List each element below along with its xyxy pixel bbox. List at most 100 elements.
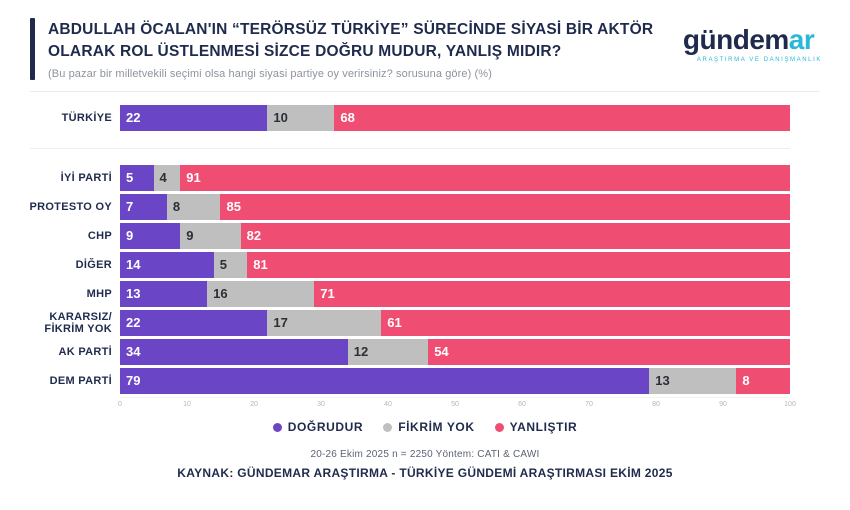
bar-value-label: 5 — [219, 257, 228, 273]
page-title-line1: ABDULLAH ÖCALAN'IN “TERÖRSÜZ TÜRKİYE” SÜ… — [48, 21, 654, 38]
legend-label: DOĞRUDUR — [287, 420, 364, 435]
legend-dot-icon — [383, 422, 393, 432]
legend-dot-icon — [272, 422, 282, 432]
chart-row: KARARSIZ/ FİKRİM YOK 22 17 61 — [18, 310, 790, 337]
legend-label: YANLIŞTIR — [509, 420, 578, 435]
bar-segment: 13 — [120, 281, 208, 308]
chart-row: DİĞER 14 5 81 — [18, 252, 790, 279]
methodology-note: 20-26 Ekim 2025 n = 2250 Yöntem: CATI & … — [310, 449, 540, 461]
legend-item: YANLIŞTIR — [494, 420, 578, 435]
bar-value-label: 9 — [126, 228, 134, 244]
logo-part-ar: ar — [788, 24, 815, 55]
page-title: ABDULLAH ÖCALAN'IN “TERÖRSÜZ TÜRKİYE” SÜ… — [48, 19, 671, 62]
logo-tagline: ARAŞTIRMA VE DANIŞMANLIK — [696, 57, 822, 63]
x-tick-label: 0 — [118, 401, 122, 409]
x-tick-label: 60 — [518, 401, 526, 409]
bar-value-label: 8 — [172, 199, 181, 215]
x-tick-label: 30 — [317, 401, 325, 409]
header: ABDULLAH ÖCALAN'IN “TERÖRSÜZ TÜRKİYE” SÜ… — [0, 0, 850, 81]
bar-value-label: 14 — [126, 257, 141, 273]
bar-segment: 68 — [334, 105, 790, 132]
bar-value-label: 4 — [159, 170, 167, 186]
bar-value-label: 17 — [273, 315, 288, 331]
bar-segment: 5 — [120, 165, 154, 192]
chart-row: TÜRKİYE 22 10 68 — [18, 105, 790, 132]
bar-segment: 17 — [267, 310, 382, 337]
chart-row: MHP 13 16 71 — [18, 281, 790, 308]
category-label: KARARSIZ/ FİKRİM YOK — [44, 310, 112, 336]
x-tick-label: 50 — [451, 401, 459, 409]
category-label: DEM PARTİ — [49, 375, 112, 388]
bar-segment: 5 — [213, 252, 248, 279]
bar-value-label: 8 — [742, 373, 750, 389]
gundemar-logo: gündemar ARAŞTIRMA VE DANIŞMANLIK — [682, 18, 822, 64]
bar-value-label: 54 — [434, 344, 449, 360]
stacked-bar: 13 16 71 — [120, 281, 790, 308]
stacked-bar: 14 5 81 — [120, 252, 790, 279]
category-label: AK PARTİ — [58, 346, 112, 359]
x-tick-label: 20 — [250, 401, 258, 409]
page-title-line2: OLARAK ROL ÜSTLENMESİ SİZCE DOĞRU MUDUR,… — [48, 42, 562, 60]
legend-dot-icon — [494, 422, 504, 432]
bar-value-label: 91 — [186, 170, 201, 186]
stacked-bar: 7 8 85 — [120, 194, 790, 221]
legend-label: FİKRİM YOK — [398, 420, 475, 435]
bar-segment: 61 — [381, 310, 790, 337]
x-tick-label: 10 — [183, 401, 191, 409]
bar-value-label: 82 — [246, 228, 262, 244]
bar-value-label: 22 — [126, 110, 141, 126]
bar-value-label: 16 — [213, 286, 228, 302]
bar-segment: 10 — [267, 105, 335, 132]
category-label: CHP — [87, 230, 112, 243]
bar-value-label: 9 — [186, 228, 194, 244]
bar-segment: 9 — [120, 223, 181, 250]
bar-value-label: 5 — [126, 170, 134, 186]
stacked-bar: 22 10 68 — [120, 105, 790, 132]
row-separator — [18, 134, 790, 162]
title-block: ABDULLAH ÖCALAN'IN “TERÖRSÜZ TÜRKİYE” SÜ… — [48, 18, 671, 80]
category-label: İYİ PARTİ — [60, 172, 112, 185]
stacked-bar-chart: TÜRKİYE 22 10 68 İYİ PARTİ 5 4 91 PROTESTO OY 7 8 8… — [0, 105, 850, 413]
bar-segment: 8 — [736, 368, 790, 395]
category-label: DİĞER — [75, 259, 112, 272]
bar-segment: 71 — [314, 281, 790, 308]
bar-segment: 22 — [120, 105, 268, 132]
bar-segment: 79 — [120, 368, 650, 395]
bar-value-label: 71 — [320, 286, 335, 302]
chart-row: AK PARTİ 34 12 54 — [18, 339, 790, 366]
category-label: TÜRKİYE — [61, 112, 112, 125]
stacked-bar: 79 13 8 — [120, 368, 790, 395]
bar-segment: 16 — [207, 281, 315, 308]
title-accent-bar — [30, 18, 35, 81]
axis-spacer — [18, 397, 112, 413]
bar-segment: 82 — [240, 223, 790, 250]
chart-legend: DOĞRUDUR FİKRİM YOK YANLIŞTIR — [0, 420, 850, 434]
chart-row: PROTESTO OY 7 8 85 — [18, 194, 790, 221]
bar-value-label: 13 — [655, 373, 670, 389]
bar-value-label: 68 — [340, 110, 355, 126]
bar-segment: 12 — [347, 339, 429, 366]
bar-value-label: 10 — [273, 110, 288, 126]
page-subtitle: (Bu pazar bir milletvekili seçimi olsa h… — [48, 68, 492, 81]
bar-value-label: 22 — [126, 315, 141, 331]
stacked-bar: 5 4 91 — [120, 165, 790, 192]
bar-value-label: 13 — [126, 286, 141, 302]
x-tick-label: 40 — [384, 401, 392, 409]
chart-row: CHP 9 9 82 — [18, 223, 790, 250]
tick-area: 0 10 20 30 40 50 60 70 80 90 100 — [118, 397, 796, 413]
x-axis: 0 10 20 30 40 50 60 70 80 90 100 — [18, 397, 796, 413]
source-note: KAYNAK: GÜNDEMAR ARAŞTIRMA - TÜRKİYE GÜN… — [177, 466, 673, 481]
category-label: MHP — [86, 288, 112, 301]
bar-value-label: 12 — [353, 344, 369, 360]
bar-segment: 7 — [120, 194, 167, 221]
x-tick-label: 90 — [719, 401, 727, 409]
logo-part-gundem: gündem — [682, 24, 789, 55]
x-tick-label: 80 — [652, 401, 660, 409]
bar-segment: 4 — [153, 165, 181, 192]
legend-item: FİKRİM YOK — [383, 420, 474, 434]
bar-value-label: 79 — [126, 373, 141, 389]
legend-item: DOĞRUDUR — [272, 420, 364, 435]
bar-segment: 14 — [120, 252, 214, 279]
bar-value-label: 81 — [253, 257, 268, 273]
bar-value-label: 7 — [126, 199, 134, 215]
